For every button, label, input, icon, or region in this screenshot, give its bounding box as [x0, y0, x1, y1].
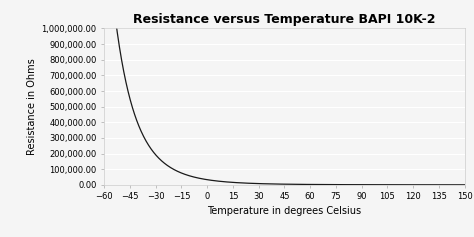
Y-axis label: Resistance in Ohms: Resistance in Ohms	[27, 58, 37, 155]
X-axis label: Temperature in degrees Celsius: Temperature in degrees Celsius	[207, 206, 362, 216]
Title: Resistance versus Temperature BAPI 10K-2: Resistance versus Temperature BAPI 10K-2	[133, 13, 436, 26]
